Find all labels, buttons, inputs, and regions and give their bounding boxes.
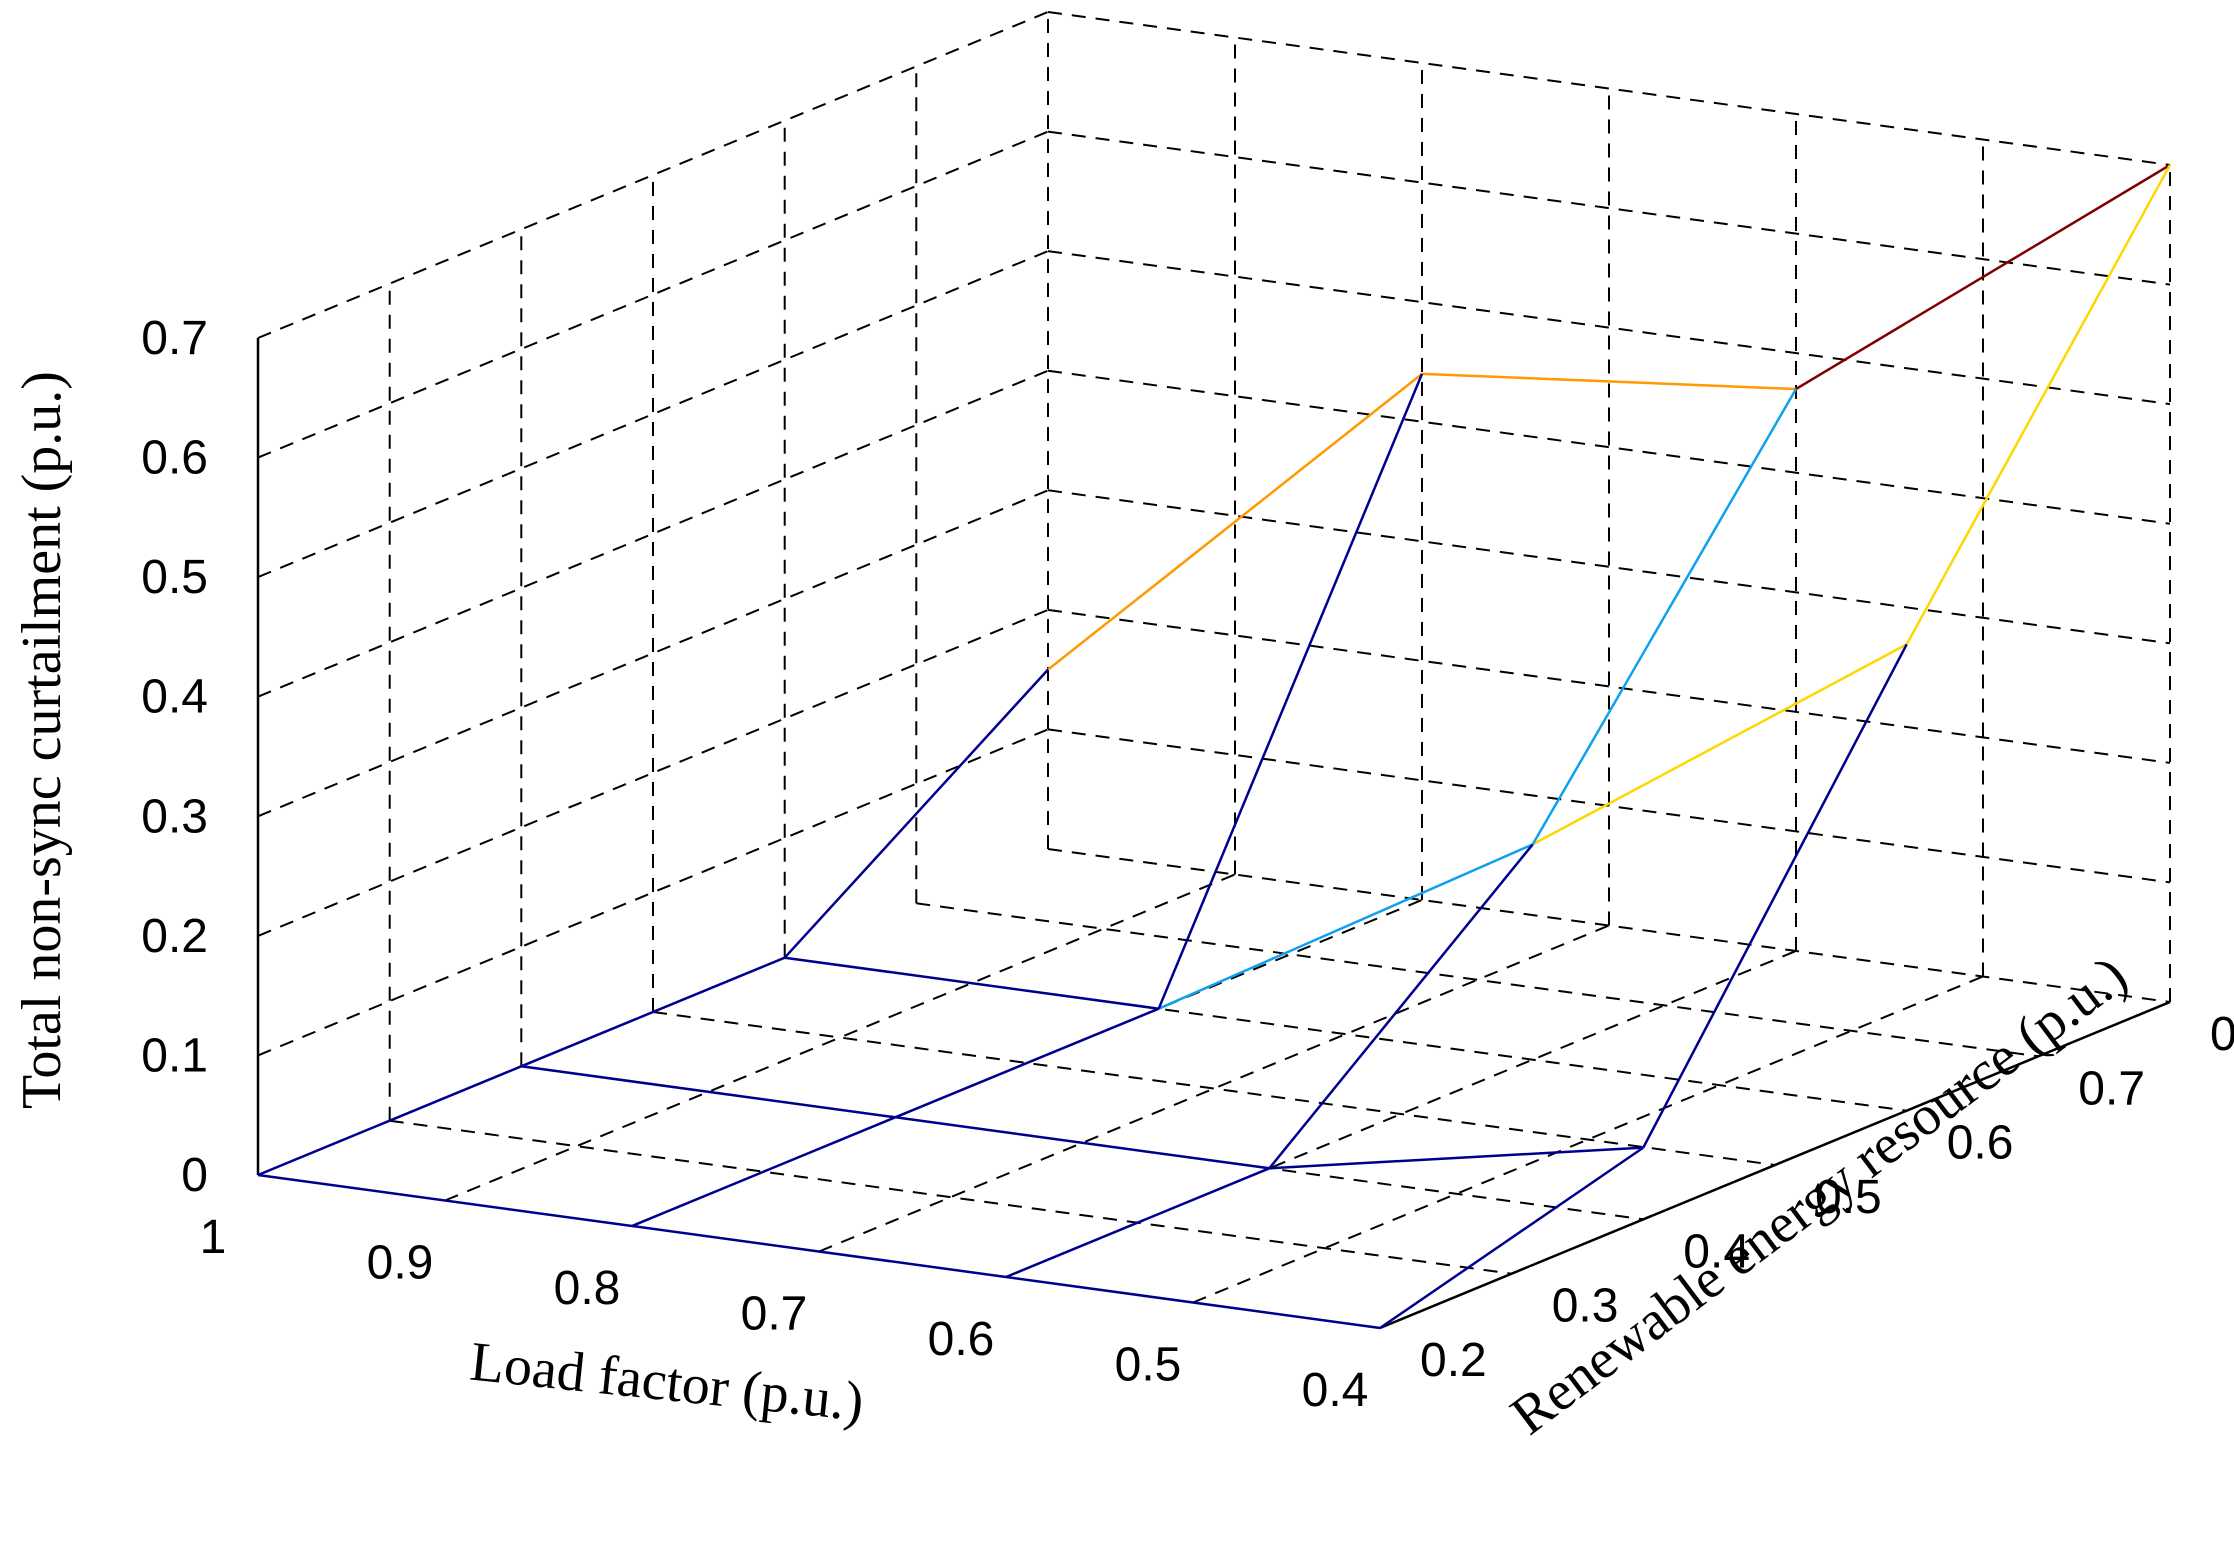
x-tick-label: 0.8 [554, 1262, 621, 1315]
mesh-line-y [1268, 843, 1534, 1170]
mesh-line-y [783, 668, 1049, 959]
z-tick-label: 0.5 [141, 551, 208, 604]
back-wall-grid-horizontal [1047, 489, 2171, 645]
mesh-line-y [1905, 164, 2172, 645]
floor-grid-line-y [389, 1119, 1512, 1275]
floor-grid-line-x [444, 873, 1236, 1202]
floor-grid-line-y [652, 1011, 1776, 1166]
back-wall-grid-horizontal [1047, 728, 2171, 884]
y-tick-label: 0.4 [1683, 1225, 1750, 1278]
mesh-line-x [631, 1224, 1007, 1279]
z-tick-label: 0.4 [141, 671, 208, 724]
y-tick-label: 0.6 [1947, 1117, 2014, 1170]
y-axis-line [1379, 1000, 2171, 1330]
x-tick-label: 0.5 [1115, 1339, 1182, 1392]
mesh-line-y [1531, 388, 1798, 846]
mesh-line-x [1047, 372, 1423, 671]
mesh-line-x [1795, 163, 2171, 391]
floor-grid-line-y [916, 902, 2039, 1058]
y-axis-label: Renewable energy resource (p.u.) [1500, 944, 2139, 1447]
mesh-line-x [521, 1065, 896, 1119]
z-tick-label: 0.7 [141, 312, 208, 365]
axes [256, 338, 2171, 1330]
floor-grid-line-y [784, 956, 1907, 1112]
mesh-line-y [1157, 373, 1424, 1010]
back-wall-grid-horizontal [1047, 250, 2171, 406]
mesh-line-y [1379, 1146, 1645, 1330]
z-tick-label: 0.3 [141, 790, 208, 843]
mesh-line-y [520, 956, 786, 1068]
mesh-line-y [1005, 1167, 1270, 1279]
mesh-line-x [895, 1116, 1270, 1170]
x-tick-label: 0.4 [1302, 1364, 1369, 1417]
back-wall-grid-horizontal [1047, 130, 2171, 286]
floor-grid-line-y [521, 1065, 1644, 1221]
z-tick-label: 0.1 [141, 1029, 208, 1082]
y-tick-label: 0.2 [1420, 1334, 1487, 1387]
z-tick-label: 0.2 [141, 910, 208, 963]
back-wall-grid-horizontal [1047, 11, 2171, 166]
x-tick-label: 0.9 [367, 1237, 434, 1290]
grid-lines [257, 11, 2171, 1329]
mesh-line-x [257, 1173, 633, 1228]
tick-labels: 0 0.1 0.2 0.3 0.4 0.5 0.6 0.7 1 0.9 0.8 0.7 0.6 0.5 0.… [141, 312, 2234, 1417]
floor-grid-line-x [818, 924, 1610, 1253]
mesh-line-x [1532, 643, 1908, 846]
z-tick-label: 0 [181, 1149, 208, 1202]
mesh-line-y [257, 1065, 522, 1177]
y-tick-label: 0.3 [1552, 1280, 1619, 1333]
x-tick-label: 0.7 [741, 1288, 808, 1341]
mesh-line-x [1005, 1275, 1381, 1330]
mesh-line-x [784, 956, 1159, 1010]
mesh-line-y [631, 1116, 896, 1228]
back-wall-grid-horizontal [1047, 369, 2171, 525]
mesh-line-x [1158, 843, 1534, 1010]
x-tick-label: 0.6 [928, 1313, 995, 1366]
surface-mesh [257, 163, 2172, 1330]
back-wall-grid-horizontal [1047, 608, 2171, 764]
z-axis-label: Total non-sync curtailment (p.u.) [11, 371, 73, 1109]
mesh-line-x [1269, 1146, 1644, 1170]
x-axis-label: Load factor (p.u.) [467, 1331, 866, 1434]
mesh-line-y [1642, 643, 1908, 1149]
y-tick-label: 0.8 [2210, 1008, 2234, 1061]
z-tick-label: 0.6 [141, 432, 208, 485]
y-tick-label: 0.7 [2078, 1062, 2145, 1115]
y-tick-label: 0.5 [1815, 1171, 1882, 1224]
x-tick-label: 1 [200, 1211, 227, 1264]
mesh-line-x [1421, 372, 1797, 391]
mesh-line-y [894, 1007, 1160, 1119]
